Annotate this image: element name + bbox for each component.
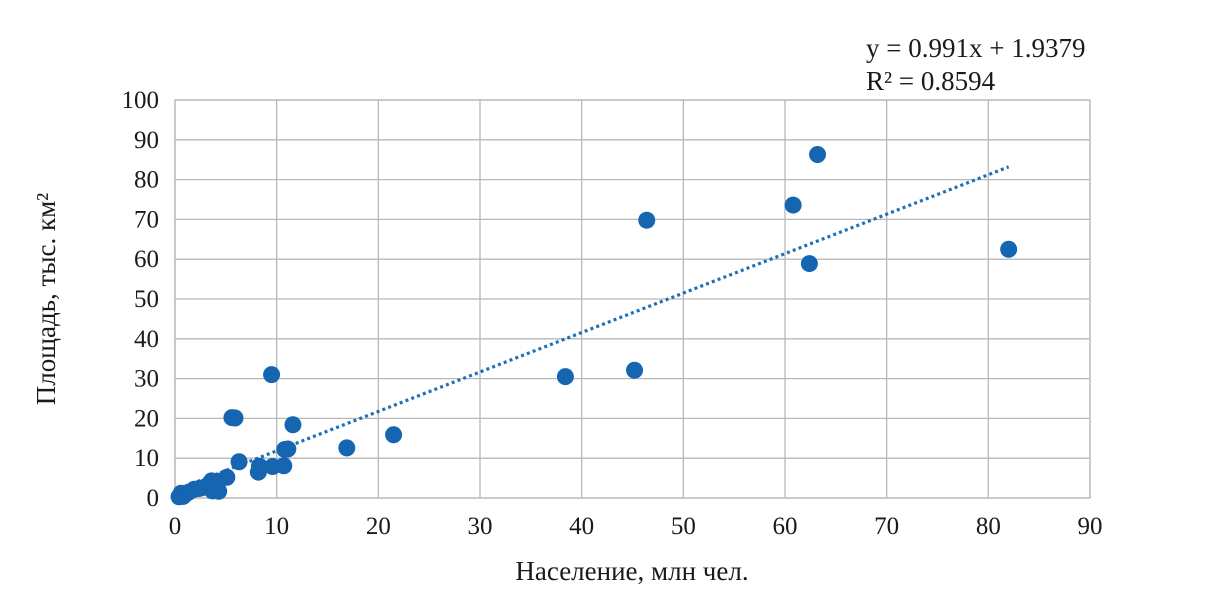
y-tick-label: 0 (147, 485, 160, 512)
x-tick-label: 20 (366, 513, 391, 540)
y-tick-label: 10 (134, 445, 159, 472)
y-tick-label: 90 (134, 127, 159, 154)
y-tick-label: 40 (134, 326, 159, 353)
y-tick-label: 30 (134, 366, 159, 393)
data-point (218, 468, 236, 486)
y-tick-label: 20 (134, 405, 159, 432)
x-tick-label: 60 (773, 513, 798, 540)
y-axis-title: Площадь, тыс. км² (31, 193, 61, 406)
x-tick-label: 0 (169, 513, 182, 540)
data-point (263, 366, 281, 384)
y-tick-label: 70 (134, 206, 159, 233)
data-point (279, 440, 297, 458)
data-point (385, 426, 403, 444)
y-tick-label: 60 (134, 246, 159, 273)
y-tick-label: 80 (134, 167, 159, 194)
data-point (809, 146, 827, 164)
y-tick-label: 100 (122, 87, 160, 114)
data-point (226, 409, 244, 427)
data-point (230, 453, 248, 471)
data-points (170, 146, 1018, 506)
data-point (784, 196, 802, 214)
data-point (284, 416, 302, 434)
data-point (556, 368, 574, 386)
x-axis-title: Население, млн чел. (515, 556, 748, 586)
x-tick-label: 50 (671, 513, 696, 540)
x-tick-labels: 0 10 20 30 40 50 60 70 80 90 (169, 513, 1103, 540)
grid (174, 99, 1091, 499)
data-point (800, 255, 818, 273)
y-tick-label: 50 (134, 286, 159, 313)
x-tick-label: 10 (264, 513, 289, 540)
x-tick-label: 40 (569, 513, 594, 540)
data-point (275, 457, 293, 475)
r-squared-label: R² = 0.8594 (866, 66, 996, 96)
data-point (338, 439, 356, 457)
data-point (638, 211, 656, 229)
trend-line (179, 165, 1010, 490)
y-tick-labels: 0 10 20 30 40 50 60 70 80 90 100 (122, 87, 160, 512)
data-point (626, 361, 644, 379)
x-tick-label: 90 (1078, 513, 1103, 540)
trend-equation: y = 0.991x + 1.9379 (866, 33, 1085, 63)
x-tick-label: 30 (468, 513, 493, 540)
data-point (250, 457, 268, 475)
data-point (1000, 240, 1018, 258)
x-tick-label: 80 (976, 513, 1001, 540)
plot-frame (174, 99, 1091, 499)
x-tick-label: 70 (874, 513, 899, 540)
